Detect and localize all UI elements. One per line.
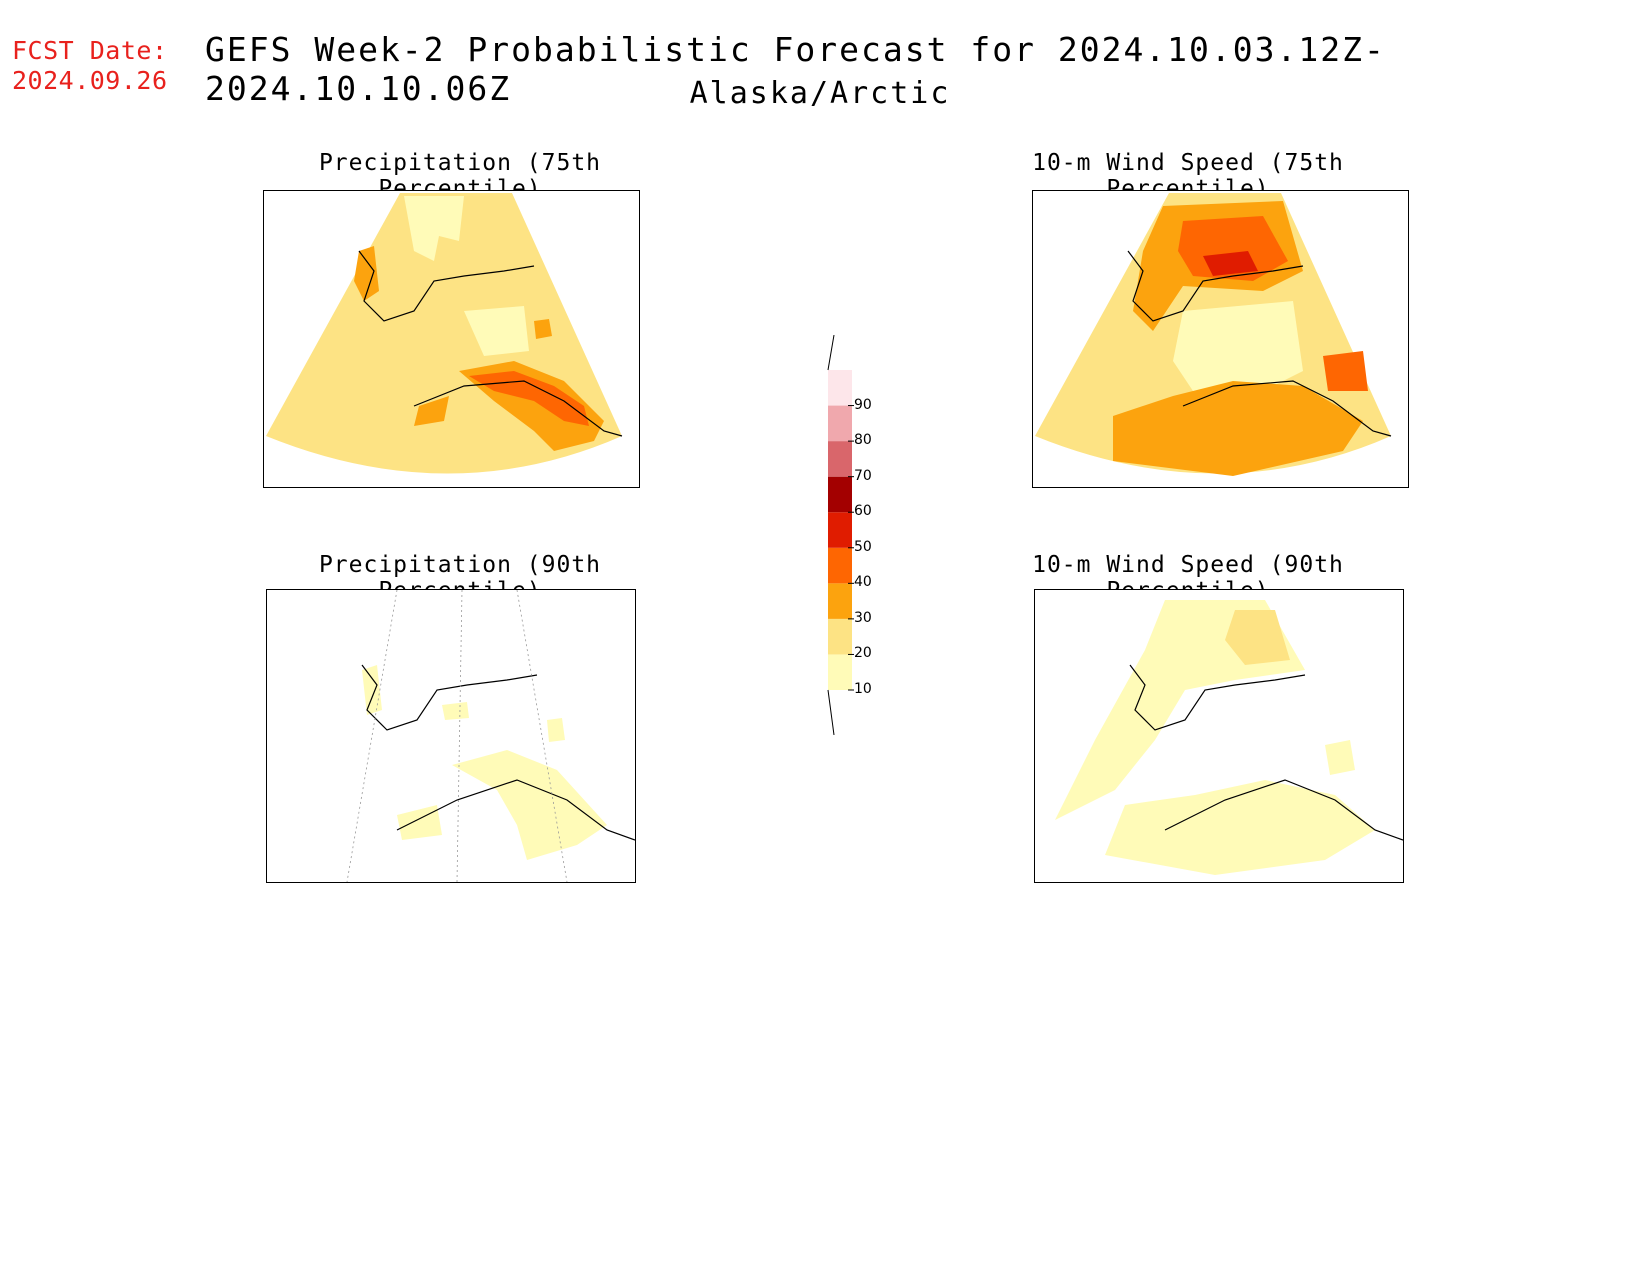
panel-title-precip75: Precipitation (75th Percentile) [318,150,602,202]
wind90-yellow-area [1325,740,1355,775]
colorbar-label: 10 [854,681,872,697]
colorbar-label: 70 [854,467,872,484]
wind90-map [1055,600,1403,875]
wind75-red-area [1178,216,1288,281]
wind75-red-area [1323,351,1368,391]
precip75-low-area [464,306,529,356]
map-panel-wind75 [1032,190,1409,488]
colorbar-label: 40 [854,574,872,591]
colorbar-label: 50 [854,538,872,555]
wind75-white-area [1173,301,1303,391]
precip90-yellow-area [442,702,469,720]
colorbar-swatch [828,370,852,406]
wind90-orange-area [1225,610,1290,665]
colorbar-swatch [828,547,852,584]
colorbar-label: 90 [854,396,872,413]
colorbar-label: 30 [854,609,872,626]
precip90-yellow-area [452,750,607,860]
colorbar-label: 20 [854,645,872,662]
coastline [358,250,623,437]
colorbar-graphic [827,335,854,735]
wind75-orange-area [1113,381,1363,476]
precip75-orange-area [534,319,552,339]
colorbar-swatch [828,512,852,548]
map-panel-precip90 [266,589,636,883]
colorbar-swatch [828,654,852,690]
colorbar-swatch [828,618,852,655]
precip90-yellow-area [547,718,565,742]
wind75-darkred-area [1203,251,1258,276]
colorbar: 10 20 30 40 50 60 70 80 90 [820,335,900,735]
colorbar-swatch [828,405,852,442]
colorbar-swatch [828,441,852,477]
precip75-orange-area [354,246,379,301]
page-title: GEFS Week-2 Probabilistic Forecast for 2… [205,30,1386,108]
grid-lines [346,590,568,882]
forecast-date-label: FCST Date: [12,36,168,65]
coastline [361,664,635,841]
map-panel-precip75 [263,190,640,488]
precip90-map [346,590,635,882]
map-panel-wind90 [1034,589,1404,883]
precip75-map [266,193,623,474]
wind90-yellow-area [1105,780,1375,875]
coastline [1129,664,1403,841]
coastline [1127,250,1392,437]
forecast-date: FCST Date: 2024.09.26 [12,36,168,96]
colorbar-swatch [828,583,852,619]
precip90-yellow-area [362,665,382,715]
page-subtitle: Alaska/Arctic [689,76,951,111]
colorbar-label: 60 [854,503,872,520]
precip75-low-area [404,196,464,261]
wind75-map [1035,193,1392,476]
colorbar-label: 80 [854,432,872,449]
precip75-red-area [469,371,589,426]
precip75-orange-area [414,396,449,426]
forecast-date-value: 2024.09.26 [12,66,168,95]
colorbar-swatch [828,476,852,513]
